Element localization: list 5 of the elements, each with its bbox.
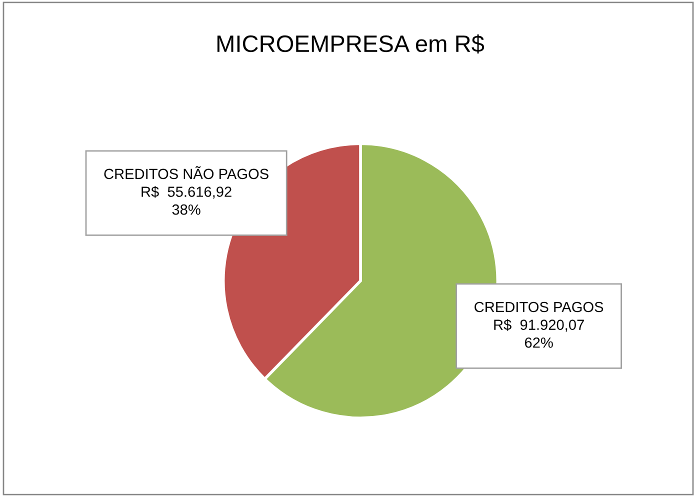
slice-label: CREDITOS PAGOS [474,302,604,312]
data-label: R$ 55.616,92 38% [142,186,232,215]
chart-title: MICROEMPRESA em R$ [217,34,484,54]
slice-label: CREDITOS NÃO PAGOS [104,166,268,180]
data-label: R$ 91.920,07 62% [494,319,584,348]
